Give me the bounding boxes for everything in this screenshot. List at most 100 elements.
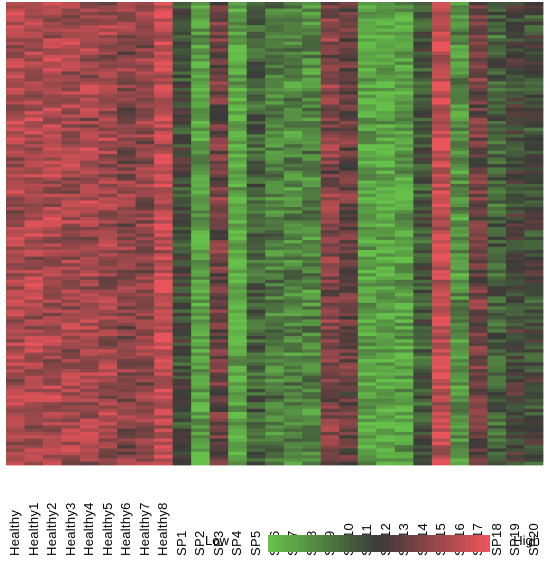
heatmap-cell: [413, 216, 433, 221]
heatmap-cell: [246, 408, 266, 413]
heatmap-cell: [505, 405, 525, 410]
heatmap-cell: [117, 78, 137, 82]
heatmap-cell: [524, 243, 544, 248]
legend-swatch: [404, 535, 410, 552]
legend-swatch: [409, 535, 415, 552]
heatmap-cell: [468, 332, 488, 337]
heatmap-cell: [431, 425, 451, 430]
heatmap-cell: [376, 101, 396, 105]
heatmap-cell: [339, 339, 359, 344]
heatmap-cell: [228, 445, 248, 449]
heatmap-cell: [154, 183, 174, 188]
heatmap-cell: [246, 246, 266, 251]
heatmap-cell: [283, 392, 303, 396]
heatmap-cell: [505, 345, 525, 350]
heatmap-cell: [339, 64, 359, 69]
heatmap-cell: [431, 18, 451, 23]
heatmap-cell: [24, 190, 44, 195]
heatmap-cell: [172, 177, 192, 181]
heatmap-cell: [339, 35, 359, 39]
heatmap-cell: [61, 84, 81, 89]
heatmap-cell: [98, 236, 118, 241]
heatmap-cell: [505, 197, 525, 201]
heatmap-cell: [450, 256, 470, 261]
heatmap-cell: [80, 150, 99, 155]
heatmap-cell: [431, 190, 451, 195]
heatmap-cell: [450, 8, 470, 13]
heatmap-cell: [24, 233, 44, 238]
heatmap-cell: [320, 269, 340, 274]
heatmap-cell: [80, 91, 99, 95]
heatmap-cell: [413, 121, 433, 125]
heatmap-cell: [6, 379, 25, 383]
heatmap-cell: [283, 269, 303, 274]
heatmap-cell: [339, 107, 359, 112]
heatmap-cell: [413, 157, 433, 162]
heatmap-cell: [117, 266, 137, 271]
heatmap-cell: [320, 369, 340, 373]
heatmap-cell: [376, 230, 396, 234]
heatmap-cell: [80, 207, 99, 211]
heatmap-cell: [339, 101, 359, 105]
heatmap-cell: [320, 48, 340, 53]
heatmap-cell: [505, 375, 525, 380]
heatmap-cell: [524, 164, 544, 168]
heatmap-cell: [80, 111, 99, 115]
heatmap-cell: [43, 147, 62, 152]
heatmap-cell: [228, 226, 248, 231]
heatmap-cell: [209, 54, 229, 59]
heatmap-cell: [413, 173, 433, 178]
heatmap-cell: [413, 87, 433, 92]
heatmap-cell: [43, 61, 62, 66]
heatmap-cell: [154, 379, 174, 383]
heatmap-cell: [98, 253, 118, 258]
heatmap-cell: [43, 375, 62, 380]
heatmap-cell: [209, 306, 229, 310]
heatmap-cell: [61, 104, 81, 109]
heatmap-cell: [357, 223, 377, 228]
heatmap-cell: [413, 240, 433, 244]
heatmap-cell: [468, 127, 488, 132]
heatmap-cell: [357, 21, 377, 26]
heatmap-cell: [524, 68, 544, 72]
heatmap-cell: [450, 61, 470, 66]
heatmap-cell: [357, 134, 377, 138]
heatmap-cell: [80, 422, 99, 426]
heatmap-cell: [339, 243, 359, 248]
heatmap-cell: [265, 412, 285, 416]
heatmap-cell: [209, 286, 229, 291]
heatmap-cell: [154, 31, 174, 36]
heatmap-cell: [209, 256, 229, 261]
heatmap-cell: [302, 223, 322, 228]
heatmap-cell: [487, 51, 507, 56]
heatmap-cell: [80, 8, 99, 13]
heatmap-cell: [505, 269, 525, 274]
heatmap-cell: [24, 97, 44, 102]
heatmap-cell: [172, 349, 192, 353]
heatmap-cell: [376, 266, 396, 271]
heatmap-cell: [505, 339, 525, 344]
heatmap-cell: [228, 94, 248, 99]
heatmap-cell: [283, 349, 303, 353]
heatmap-cell: [283, 369, 303, 373]
heatmap-cell: [98, 11, 118, 16]
heatmap-cell: [6, 336, 25, 340]
heatmap-cell: [172, 78, 192, 82]
heatmap-cell: [117, 64, 137, 69]
heatmap-cell: [191, 405, 211, 410]
heatmap-cell: [154, 144, 174, 148]
heatmap-cell: [154, 322, 174, 327]
heatmap-cell: [24, 441, 44, 446]
heatmap-cell: [154, 339, 174, 344]
heatmap-cell: [524, 336, 544, 340]
heatmap-cell: [191, 445, 211, 449]
heatmap-cell: [413, 246, 433, 251]
heatmap-cell: [209, 210, 229, 215]
heatmap-cell: [265, 87, 285, 92]
heatmap-cell: [505, 48, 525, 53]
heatmap-cell: [413, 448, 433, 453]
heatmap-cell: [246, 187, 266, 191]
heatmap-cell: [191, 435, 211, 439]
heatmap-cell: [413, 197, 433, 201]
heatmap-cell: [191, 54, 211, 59]
